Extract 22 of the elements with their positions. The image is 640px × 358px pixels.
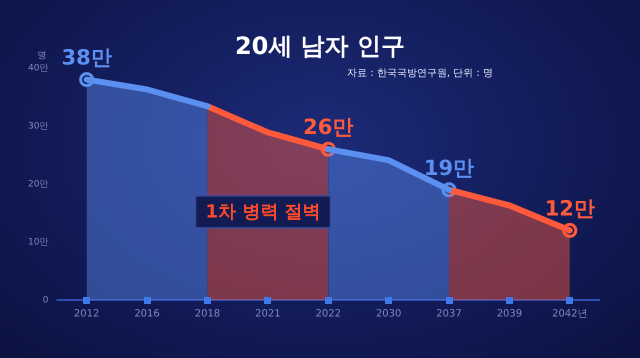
chart-title: 20세 남자 인구 — [234, 32, 406, 60]
chart-subtitle: 자료 : 한국국방연구원, 단위 : 명 — [347, 68, 493, 79]
data-label: 19만 — [424, 156, 474, 180]
x-tick-label: 2018 — [194, 308, 220, 320]
x-tick-label: 2016 — [134, 308, 160, 320]
y-tick-label: 10만 — [28, 237, 48, 248]
x-tick-label: 2022 — [316, 308, 341, 320]
x-tick-label: 2039 — [496, 308, 522, 320]
y-axis-title: 명 — [38, 50, 47, 61]
x-tick-label: 2030 — [376, 308, 402, 320]
x-tick-label: 2037 — [436, 308, 462, 320]
data-label: 38만 — [62, 46, 112, 70]
data-label: 12만 — [544, 196, 595, 220]
y-tick-label: 30만 — [28, 121, 48, 132]
x-tick-label: 2021 — [255, 308, 281, 320]
x-tick-label: 2042년 — [552, 308, 588, 320]
y-tick-label: 20만 — [28, 179, 48, 190]
data-label: 26만 — [303, 115, 354, 140]
y-tick-label: 0 — [42, 295, 49, 306]
x-tick-label: 2012 — [74, 308, 100, 320]
annotation: 1차 병력 절벽 — [205, 202, 321, 223]
y-tick-label: 40만 — [28, 63, 48, 74]
